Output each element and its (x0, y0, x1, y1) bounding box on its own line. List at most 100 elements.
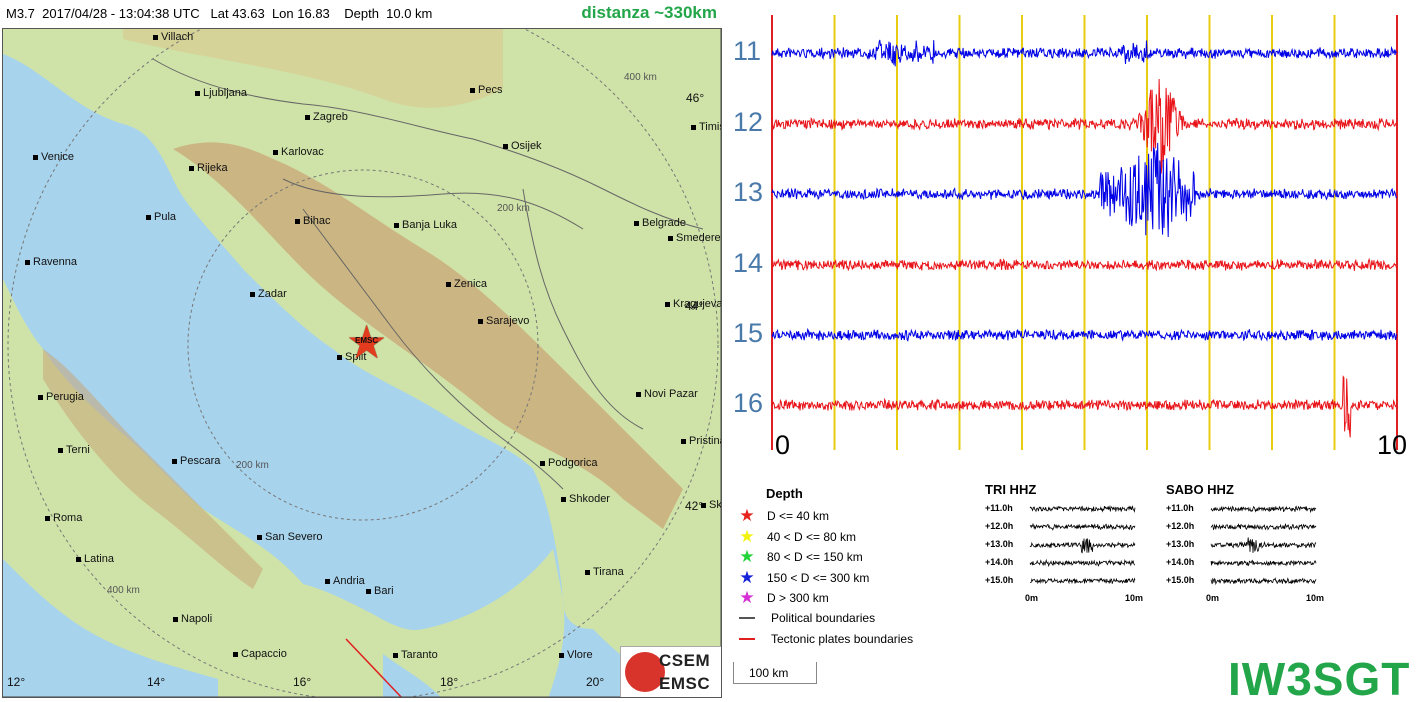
station-trace (1210, 559, 1317, 567)
city-label: Sko (701, 499, 722, 511)
city-marker-icon (668, 235, 673, 241)
city-name: Shkoder (569, 493, 610, 505)
city-name: Osijek (511, 140, 542, 152)
station-hour-label: +13.0h (985, 539, 1014, 549)
city-label: Timiso (691, 121, 721, 133)
city-name: Venice (41, 151, 75, 163)
city-label: Zadar (250, 288, 287, 300)
city-name: Terni (66, 444, 90, 456)
city-marker-icon (681, 438, 686, 444)
city-label: Roma (45, 512, 82, 524)
ring-label: 200 km (497, 203, 530, 214)
callsign: IW3SGT (1228, 653, 1411, 702)
city-marker-icon (33, 154, 38, 160)
legend-label: 80 < D <= 150 km (767, 550, 863, 564)
longitude-label: 18° (440, 675, 459, 689)
legend-title: Depth (766, 486, 803, 501)
city-label: Kragujeva (665, 298, 722, 310)
station-axis-end: 10m (1306, 593, 1325, 603)
city-name: Pristina (689, 435, 721, 447)
epicenter-star-icon: ★ (346, 316, 388, 368)
legend-depth-row: ★ 40 < D <= 80 km (735, 527, 856, 547)
city-marker-icon (295, 218, 300, 224)
longitude-label: 14° (147, 675, 166, 689)
legend-depth-row: ★ 150 < D <= 300 km (735, 568, 869, 588)
city-name: Bari (374, 585, 394, 597)
city-name: Rijeka (197, 162, 228, 174)
star-icon: ★ (739, 567, 755, 587)
city-name: Sko (709, 499, 722, 511)
city-marker-icon (634, 220, 639, 226)
map-background (3, 29, 721, 697)
city-label: Zagreb (305, 111, 348, 123)
city-label: Bari (366, 585, 394, 597)
seismogram-panel: 11 12 13 14 15 16 0 10 (725, 0, 1420, 470)
station-hour-label: +12.0h (985, 521, 1014, 531)
line-swatch (739, 617, 755, 619)
city-label: Rijeka (189, 162, 228, 174)
city-name: Kragujeva (673, 298, 722, 310)
legend-depth-row: ★ D > 300 km (735, 588, 829, 608)
city-marker-icon (366, 588, 371, 594)
city-label: Napoli (173, 613, 212, 625)
legend-depth-row: ★ D <= 40 km (735, 506, 829, 526)
station-hour-label: +12.0h (1166, 521, 1195, 531)
city-name: Perugia (46, 391, 84, 403)
epicenter-label: EMSC (355, 336, 379, 345)
city-marker-icon (503, 143, 508, 149)
city-name: Latina (84, 553, 114, 565)
station-hour-label: +11.0h (1166, 503, 1194, 513)
city-name: Timiso (699, 121, 721, 133)
station-name: TRI HHZ (985, 482, 1037, 497)
city-label: Belgrade (634, 217, 686, 229)
city-marker-icon (38, 394, 43, 400)
city-label: Novi Pazar (636, 388, 698, 400)
city-label: Pristina (681, 435, 721, 447)
city-name: Zagreb (313, 111, 348, 123)
station-trace (1029, 505, 1136, 514)
city-name: Tirana (593, 566, 624, 578)
seismic-trace (771, 78, 1397, 174)
city-marker-icon (540, 460, 545, 466)
latitude-label: 44° (685, 299, 704, 313)
station-name: SABO HHZ (1166, 482, 1234, 497)
city-label: Villach (153, 31, 193, 43)
station-axis-end: 10m (1125, 593, 1144, 603)
city-label: Pecs (470, 84, 502, 96)
hour-label: 15 (733, 318, 764, 348)
latitude-label: 46° (686, 91, 705, 105)
event-header: M3.7 2017/04/28 - 13:04:38 UTC Lat 43.63… (0, 0, 725, 28)
station-axis-start: 0m (1206, 593, 1220, 603)
hour-label: 11 (733, 36, 762, 66)
city-label: Latina (76, 553, 114, 565)
hour-label: 13 (733, 177, 764, 207)
city-marker-icon (305, 114, 310, 120)
city-name: Villach (161, 31, 194, 43)
city-name: Bihac (303, 215, 331, 227)
legend-label: D > 300 km (767, 591, 829, 605)
longitude-label: 12° (7, 675, 26, 689)
scale-bar: 100 km (733, 662, 817, 684)
station-hour-label: +15.0h (985, 575, 1014, 585)
city-marker-icon (273, 149, 278, 155)
city-name: Split (345, 351, 367, 363)
city-name: Andria (333, 575, 365, 587)
city-name: Ljubljana (203, 87, 248, 99)
seismic-trace (771, 257, 1397, 272)
city-name: Zadar (258, 288, 287, 300)
station-trace (1029, 538, 1136, 554)
city-label: Pula (146, 211, 176, 223)
city-name: Roma (53, 512, 83, 524)
legend-line-row: Political boundaries (735, 611, 875, 625)
station-trace (1029, 522, 1136, 531)
city-marker-icon (195, 90, 200, 96)
station-trace (1029, 558, 1136, 568)
city-marker-icon (665, 301, 670, 307)
city-label: Terni (58, 444, 90, 456)
city-marker-icon (585, 569, 590, 575)
station-plot-tri: TRI HHZ +11.0h +12.0h +13.0h +14.0h +15.0h 0m 1… (985, 482, 1160, 607)
city-name: Capaccio (241, 648, 287, 660)
city-name: Belgrade (642, 217, 687, 229)
city-label: Shkoder (561, 493, 610, 505)
station-hour-label: +13.0h (1166, 539, 1195, 549)
